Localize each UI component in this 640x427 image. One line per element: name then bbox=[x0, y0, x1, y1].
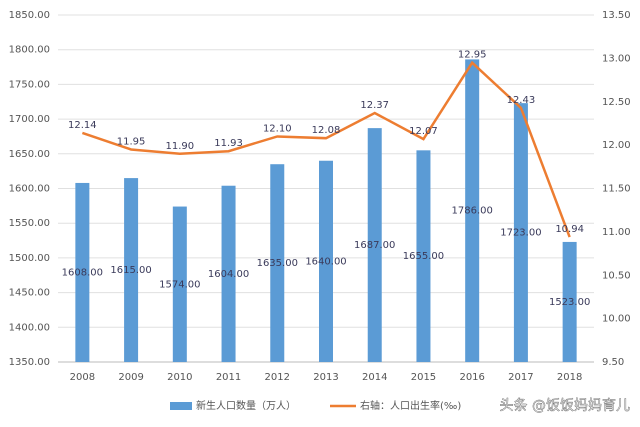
y-tick-label: 1650.00 bbox=[9, 149, 50, 160]
line-value-label: 12.43 bbox=[507, 95, 536, 106]
y-tick-label: 1500.00 bbox=[9, 253, 50, 264]
bar bbox=[562, 241, 577, 362]
bar-value-label: 1608.00 bbox=[62, 267, 103, 278]
y2-tick-label: 12.50 bbox=[602, 97, 631, 108]
y2-tick-label: 13.50 bbox=[602, 10, 631, 21]
bar bbox=[270, 164, 285, 362]
line-value-label: 12.07 bbox=[409, 126, 438, 137]
bar-value-label: 1604.00 bbox=[208, 269, 249, 280]
bar-value-label: 1786.00 bbox=[452, 206, 493, 217]
y-tick-label: 1450.00 bbox=[9, 288, 50, 299]
y-tick-label: 1550.00 bbox=[9, 218, 50, 229]
watermark: 头条 @饭饭妈妈育儿 bbox=[500, 397, 630, 414]
x-tick-label: 2008 bbox=[70, 372, 95, 383]
bar bbox=[367, 128, 382, 362]
y2-tick-label: 9.50 bbox=[602, 357, 624, 368]
legend-label: 新生人口数量（万人） bbox=[196, 399, 296, 412]
y2-tick-label: 13.00 bbox=[602, 53, 631, 64]
bar bbox=[221, 185, 236, 362]
x-tick-label: 2016 bbox=[459, 372, 484, 383]
y-tick-label: 1400.00 bbox=[9, 322, 50, 333]
y-tick-label: 1600.00 bbox=[9, 184, 50, 195]
y2-tick-label: 11.50 bbox=[602, 184, 631, 195]
x-tick-label: 2009 bbox=[118, 372, 143, 383]
bar-value-label: 1574.00 bbox=[159, 279, 200, 290]
bar-value-label: 1523.00 bbox=[549, 297, 590, 308]
y-tick-label: 1750.00 bbox=[9, 79, 50, 90]
line-value-label: 11.93 bbox=[214, 138, 243, 149]
x-tick-label: 2012 bbox=[265, 372, 290, 383]
line-value-label: 12.14 bbox=[68, 120, 97, 131]
line-value-label: 12.37 bbox=[360, 100, 389, 111]
line-value-label: 11.95 bbox=[117, 136, 146, 147]
y2-tick-label: 11.00 bbox=[602, 227, 631, 238]
x-tick-label: 2015 bbox=[411, 372, 436, 383]
line-value-label: 10.94 bbox=[555, 224, 584, 235]
line-value-label: 12.95 bbox=[458, 50, 487, 61]
bar-value-label: 1655.00 bbox=[403, 251, 444, 262]
bar-value-label: 1635.00 bbox=[257, 258, 298, 269]
line bbox=[81, 60, 571, 238]
x-tick-label: 2017 bbox=[508, 372, 533, 383]
y-tick-label: 1700.00 bbox=[9, 114, 50, 125]
legend-label: 右轴：人口出生率(‰) bbox=[360, 399, 461, 412]
y2-tick-label: 10.50 bbox=[602, 270, 631, 281]
y-tick-label: 1350.00 bbox=[9, 357, 50, 368]
bar bbox=[416, 150, 431, 362]
bar bbox=[75, 182, 90, 362]
x-tick-label: 2010 bbox=[167, 372, 192, 383]
legend-swatch bbox=[170, 402, 192, 410]
x-tick-label: 2014 bbox=[362, 372, 387, 383]
line-value-label: 12.10 bbox=[263, 123, 292, 134]
x-tick-label: 2011 bbox=[216, 372, 241, 383]
line-value-label: 12.08 bbox=[312, 125, 341, 136]
bar-value-label: 1615.00 bbox=[110, 265, 151, 276]
bar bbox=[319, 160, 333, 362]
y-tick-label: 1850.00 bbox=[9, 10, 50, 21]
bar bbox=[465, 59, 480, 362]
bar-value-label: 1640.00 bbox=[305, 256, 346, 267]
y2-tick-label: 12.00 bbox=[602, 140, 631, 151]
bar-value-label: 1687.00 bbox=[354, 240, 395, 251]
x-tick-label: 2013 bbox=[313, 372, 338, 383]
bar-value-label: 1723.00 bbox=[500, 228, 541, 239]
y2-tick-label: 10.00 bbox=[602, 314, 631, 325]
line-value-label: 11.90 bbox=[165, 141, 194, 152]
x-tick-label: 2018 bbox=[557, 372, 582, 383]
bar bbox=[172, 206, 187, 362]
bar bbox=[513, 103, 528, 362]
bar bbox=[124, 178, 139, 362]
y-tick-label: 1800.00 bbox=[9, 45, 50, 56]
